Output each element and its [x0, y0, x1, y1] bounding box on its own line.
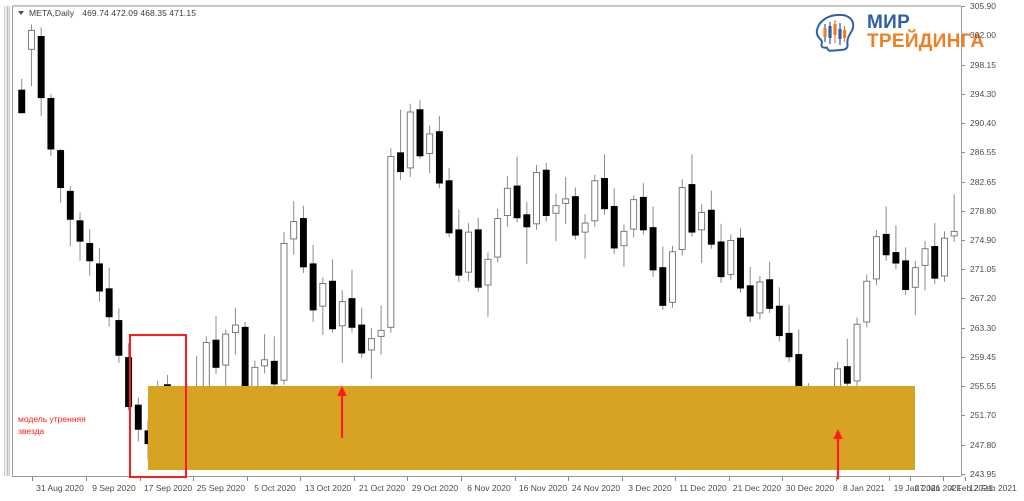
date-tick-label: 19 Jan 2021 — [893, 483, 941, 493]
date-tick-label: 21 Dec 2020 — [732, 483, 782, 493]
price-tick-label: 247.80 — [970, 439, 996, 450]
price-tick-label: 290.40 — [970, 118, 996, 129]
date-tick — [675, 477, 676, 481]
price-tick — [962, 6, 965, 7]
price-tick-label: 305.90 — [970, 1, 996, 11]
date-tick-label: 9 Sep 2020 — [92, 483, 136, 493]
date-tick — [140, 477, 141, 481]
date-tick-label: 17 Sep 2020 — [143, 483, 193, 493]
date-tick — [193, 477, 194, 481]
price-tick — [962, 240, 965, 242]
brand-line-1: МИР — [867, 11, 911, 33]
price-axis[interactable]: 305.90 302.00 298.15 294.30 290.40 286.55 282.… — [961, 1, 1024, 479]
price-tick — [962, 181, 965, 183]
brand-line-2: ТРЕЙДИНГА — [867, 31, 985, 52]
date-tick-label: 16 Nov 2020 — [518, 483, 568, 493]
chart-plot-area[interactable] — [12, 6, 961, 476]
price-tick-label: 294.30 — [970, 88, 996, 99]
date-tick-label: 12 Feb 2021 — [969, 483, 1017, 493]
date-tick — [461, 477, 462, 481]
price-tick-label: 282.65 — [970, 176, 996, 187]
price-tick — [962, 386, 965, 388]
price-tick — [962, 123, 965, 125]
entry-arrow-2 — [832, 428, 843, 480]
date-tick — [568, 477, 569, 481]
date-tick-label: 13 Oct 2020 — [304, 483, 352, 493]
vertical-scrollbar[interactable] — [4, 6, 10, 476]
date-tick — [86, 477, 87, 481]
date-tick — [782, 477, 783, 481]
price-tick — [962, 474, 965, 475]
date-tick-label: 25 Sep 2020 — [196, 483, 246, 493]
head-candlestick-icon — [815, 13, 855, 52]
triangle-down-icon[interactable] — [18, 11, 24, 15]
date-tick-label: 31 Aug 2020 — [36, 483, 84, 493]
date-tick — [32, 477, 33, 481]
price-tick-label: 286.55 — [970, 147, 996, 158]
date-tick — [910, 477, 911, 481]
morning-star-box[interactable] — [128, 334, 187, 478]
date-tick — [889, 477, 890, 481]
date-tick-label: 5 Oct 2020 — [254, 483, 296, 493]
date-tick-label: 21 Oct 2020 — [358, 483, 406, 493]
date-tick-label: 30 Dec 2020 — [785, 483, 835, 493]
date-tick-label: 24 Nov 2020 — [571, 483, 621, 493]
date-tick — [729, 477, 730, 481]
symbol-header[interactable]: META,Daily 469.74 472.09 468.35 471.15 — [18, 8, 196, 18]
date-tick — [407, 477, 408, 481]
symbol-name: META,Daily — [29, 8, 75, 18]
price-tick — [962, 64, 965, 66]
price-tick — [962, 93, 965, 95]
price-tick-label: 271.05 — [970, 264, 996, 275]
date-tick — [943, 477, 944, 481]
price-tick — [962, 415, 965, 417]
symbol-ohlc-values: 469.74 472.09 468.35 471.15 — [82, 8, 197, 18]
price-tick — [962, 356, 965, 358]
date-tick — [300, 477, 301, 481]
price-tick — [962, 444, 965, 446]
price-tick — [962, 269, 965, 271]
price-tick-label: 243.95 — [970, 469, 996, 479]
annotation-note: модель утренняя звезда — [18, 414, 86, 436]
date-tick — [515, 477, 516, 481]
date-tick-label: 4 Feb 2021 — [949, 483, 993, 493]
price-tick — [962, 35, 965, 37]
date-tick-label: 8 Jan 2021 — [842, 483, 886, 493]
price-tick — [962, 298, 965, 300]
date-tick-label: 11 Dec 2020 — [679, 483, 727, 493]
price-tick-label: 298.15 — [970, 59, 996, 70]
price-tick — [962, 210, 965, 212]
date-axis[interactable]: 31 Aug 2020 9 Sep 2020 17 Sep 2020 25 Sep 2… — [12, 476, 1017, 501]
brand-logo-text: МИР ТРЕЙДИНГА — [867, 11, 985, 52]
date-tick — [836, 477, 837, 481]
price-tick-label: 263.30 — [970, 322, 996, 333]
price-tick-label: 259.45 — [970, 351, 996, 362]
entry-arrow-1 — [337, 385, 348, 438]
price-tick — [962, 152, 965, 154]
price-tick-label: 255.55 — [970, 381, 996, 392]
date-tick — [622, 477, 623, 481]
date-tick — [247, 477, 248, 481]
price-tick-label: 267.20 — [970, 293, 996, 304]
price-tick — [962, 327, 965, 329]
support-zone-rect[interactable] — [148, 386, 916, 471]
price-tick-label: 274.90 — [970, 235, 996, 246]
price-tick-label: 302.00 — [970, 30, 996, 41]
brand-logo: МИР ТРЕЙДИНГА — [812, 12, 985, 52]
date-tick-label: 3 Dec 2020 — [628, 483, 672, 493]
price-tick-label: 278.80 — [970, 205, 996, 216]
date-tick-label: 27 Jan 2021 — [914, 483, 962, 493]
date-tick-label: 29 Oct 2020 — [411, 483, 459, 493]
date-tick — [965, 477, 966, 481]
price-tick-label: 251.70 — [970, 410, 996, 421]
window-top-rule — [12, 5, 961, 6]
date-tick — [354, 477, 355, 481]
date-tick-label: 6 Nov 2020 — [467, 483, 511, 493]
